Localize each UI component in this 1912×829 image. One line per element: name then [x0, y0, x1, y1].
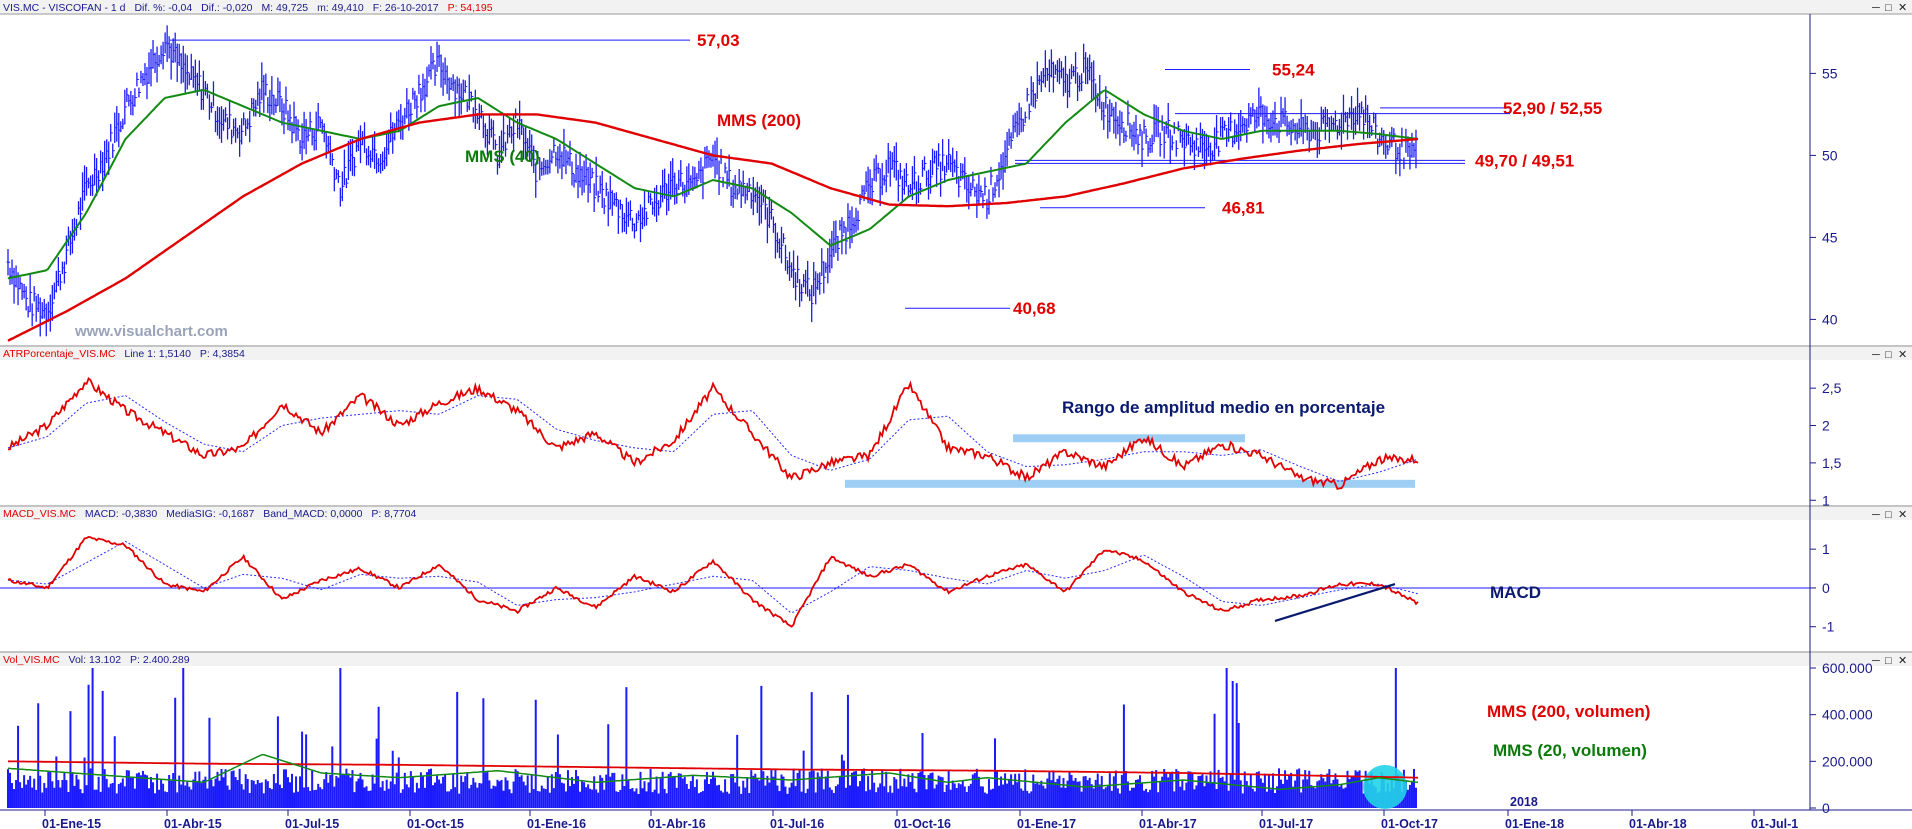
x-tick-label: 01-Jul-16 — [770, 817, 824, 829]
x-tick-label: 01-Oct-15 — [407, 817, 464, 829]
level-label: 55,24 — [1272, 60, 1315, 79]
vol-mms200-annotation: MMS (200, volumen) — [1487, 702, 1650, 721]
macd-annotation: MACD — [1490, 583, 1541, 602]
atr-ytick-label: 2,5 — [1822, 380, 1842, 396]
macd-ytick-label: 1 — [1822, 541, 1830, 557]
volume-highlight — [1363, 765, 1407, 809]
price-ytick-label: 40 — [1822, 311, 1838, 327]
volume-ytick-label: 600.000 — [1822, 660, 1873, 676]
close-icon[interactable]: ✕ — [1898, 349, 1907, 361]
price-ytick-label: 50 — [1822, 147, 1838, 163]
volume-panel: 600.000 400.000 200.000 0 — [7, 660, 1873, 816]
x-tick-label: 01-Ene-17 — [1017, 817, 1076, 829]
x-tick-label: 01-Abr-18 — [1629, 817, 1687, 829]
close-icon[interactable]: ✕ — [1898, 655, 1907, 667]
volume-panel-window-buttons[interactable]: ─ □ ✕ — [1871, 655, 1907, 667]
price-ytick-label: 45 — [1822, 229, 1838, 245]
mms40-annotation: MMS (40) — [465, 147, 540, 166]
atr-annotation: Rango de amplitud medio en porcentaje — [1062, 398, 1385, 417]
atr-header: ATRPorcentaje_VIS.MC Line 1: 1,5140 P: 4… — [3, 348, 245, 360]
panel-frames — [0, 0, 1912, 811]
level-label: 57,03 — [697, 31, 740, 50]
x-tick-label: 01-Oct-16 — [894, 817, 951, 829]
macd-ytick-label: -1 — [1822, 619, 1835, 635]
minimize-icon[interactable]: ─ — [1871, 655, 1880, 667]
macd-ytick-label: 0 — [1822, 580, 1830, 596]
close-icon[interactable]: ✕ — [1898, 509, 1907, 521]
x-tick-label: 01-Ene-15 — [42, 817, 101, 829]
atr-ytick-label: 2 — [1822, 418, 1830, 434]
volume-header: Vol_VIS.MC Vol: 13.102 P: 2.400.289 — [3, 654, 190, 666]
x-tick-label: 01-Abr-17 — [1139, 817, 1197, 829]
volume-ytick-label: 0 — [1822, 800, 1830, 816]
restore-icon[interactable]: □ — [1885, 509, 1892, 521]
atr-line — [7, 376, 1419, 490]
macd-signal-line — [7, 540, 1419, 614]
close-icon[interactable]: ✕ — [1898, 2, 1907, 14]
minimize-icon[interactable]: ─ — [1871, 2, 1880, 14]
price-panel-window-buttons[interactable]: ─ □ ✕ — [1871, 2, 1907, 14]
atr-ytick-label: 1,5 — [1822, 455, 1842, 471]
restore-icon[interactable]: □ — [1885, 655, 1892, 667]
macd-trendline — [1274, 583, 1396, 622]
x-tick-label: 01-Oct-17 — [1381, 817, 1438, 829]
mms200-line — [7, 113, 1419, 342]
volume-bars — [7, 668, 1417, 808]
mms200-annotation: MMS (200) — [717, 111, 801, 130]
x-tick-label: 01-Jul-15 — [285, 817, 339, 829]
macd-panel-window-buttons[interactable]: ─ □ ✕ — [1871, 509, 1907, 521]
minimize-icon[interactable]: ─ — [1871, 509, 1880, 521]
macd-line — [7, 535, 1419, 628]
macd-panel: 1 0 -1 — [0, 535, 1835, 635]
atr-panel: 2,5 2 1,5 1 — [7, 376, 1842, 508]
atr-ytick-label: 1 — [1822, 492, 1830, 508]
x-tick-label: 01-Ene-18 — [1505, 817, 1564, 829]
atr-range-band-lower — [845, 479, 1415, 488]
mms40-line — [7, 88, 1419, 280]
volume-ytick-label: 200.000 — [1822, 753, 1873, 769]
volume-mms20-line — [7, 753, 1419, 791]
price-panel: 55 50 45 40 57,03 55,24 52,90 / 52,55 49,70 / 4… — [6, 25, 1838, 342]
volume-ytick-label: 400.000 — [1822, 707, 1873, 723]
watermark: www.visualchart.com — [74, 323, 228, 340]
macd-header: MACD_VIS.MC MACD: -0,3830 MediaSIG: -0,1… — [3, 508, 416, 520]
price-ytick-label: 55 — [1822, 65, 1838, 81]
level-label: 40,68 — [1013, 299, 1056, 318]
year-marker: 2018 — [1510, 795, 1538, 809]
x-tick-label: 01-Jul-1 — [1751, 817, 1798, 829]
atr-range-band-upper — [1013, 434, 1245, 443]
level-label: 46,81 — [1222, 199, 1265, 218]
x-tick-label: 01-Jul-17 — [1259, 817, 1313, 829]
price-bars — [6, 25, 1417, 337]
price-header: VIS.MC - VISCOFAN - 1 d Dif. %: -0,04 Di… — [3, 2, 493, 14]
level-label: 49,70 / 49,51 — [1475, 151, 1574, 170]
vol-mms20-annotation: MMS (20, volumen) — [1493, 741, 1647, 760]
x-axis: 01-Ene-15 01-Abr-15 01-Jul-15 01-Oct-15 01-E… — [42, 795, 1798, 829]
restore-icon[interactable]: □ — [1885, 349, 1892, 361]
x-tick-label: 01-Abr-15 — [164, 817, 222, 829]
atr-panel-window-buttons[interactable]: ─ □ ✕ — [1871, 349, 1907, 361]
x-tick-label: 01-Abr-16 — [648, 817, 706, 829]
restore-icon[interactable]: □ — [1885, 2, 1892, 14]
minimize-icon[interactable]: ─ — [1871, 349, 1880, 361]
atr-signal-line — [7, 395, 1419, 482]
x-tick-label: 01-Ene-16 — [527, 817, 586, 829]
level-label: 52,90 / 52,55 — [1503, 99, 1602, 118]
